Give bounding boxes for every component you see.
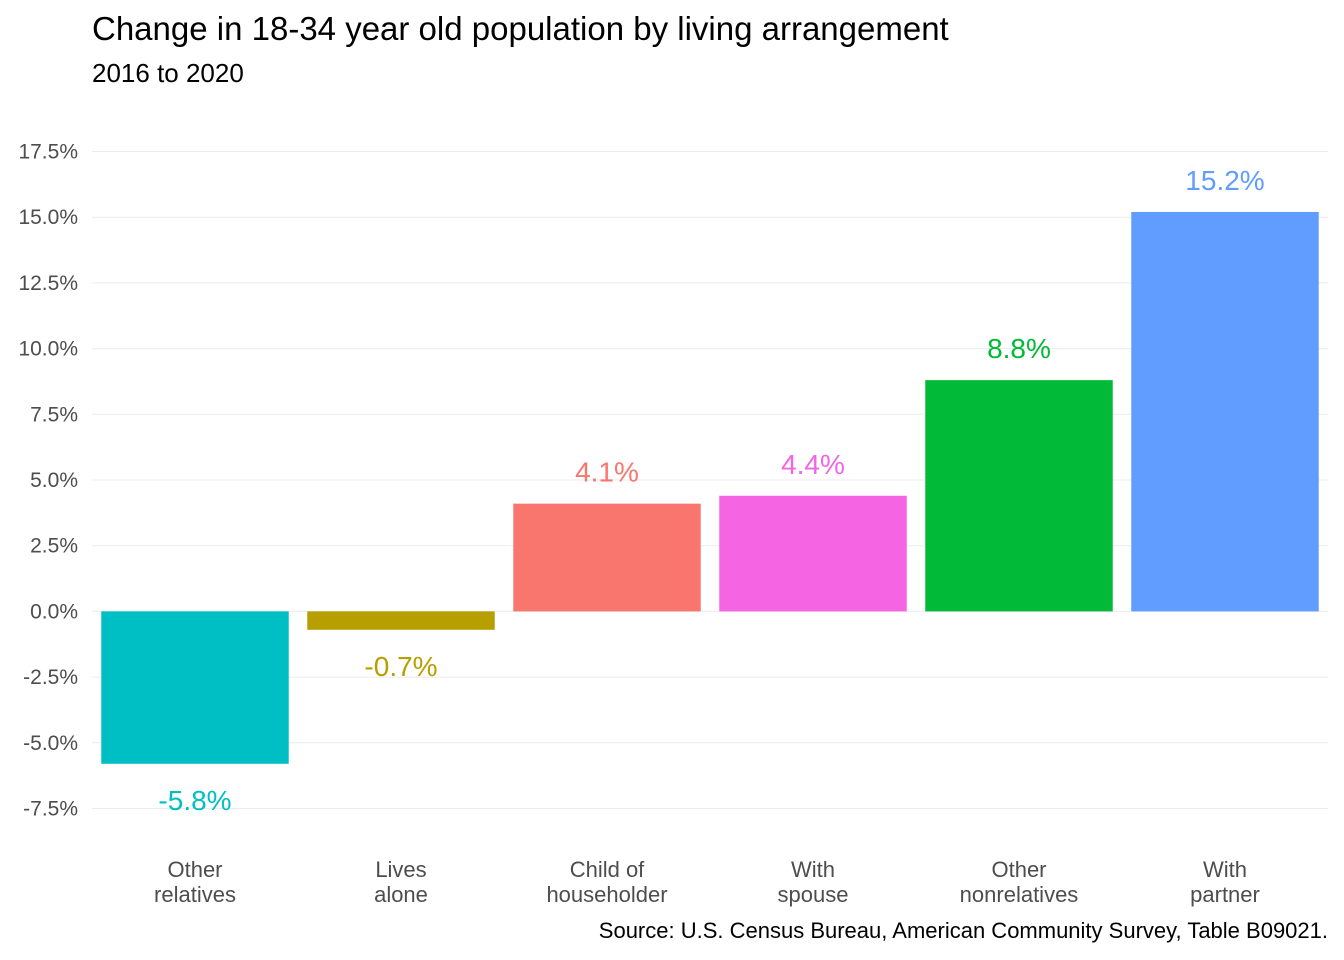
- chart-caption: Source: U.S. Census Bureau, American Com…: [598, 918, 1328, 943]
- y-tick-label: 12.5%: [18, 272, 78, 295]
- x-category-label: Other relatives: [154, 857, 236, 907]
- bar: [307, 611, 495, 630]
- x-category-label-line: relatives: [154, 882, 236, 907]
- bar-value-label: 8.8%: [987, 333, 1051, 364]
- y-tick-label: 5.0%: [30, 469, 78, 492]
- x-category-label: Other nonrelatives: [960, 857, 1079, 907]
- bar: [719, 495, 907, 612]
- chart-title: Change in 18-34 year old population by l…: [92, 10, 949, 47]
- y-tick-label: 7.5%: [30, 403, 78, 426]
- bar: [101, 611, 289, 764]
- x-category-label-line: nonrelatives: [960, 882, 1079, 907]
- x-category-label: Lives alone: [374, 857, 428, 907]
- y-tick-label: -2.5%: [23, 666, 78, 689]
- bar-value-label: 4.4%: [781, 449, 845, 480]
- y-tick-label: 10.0%: [18, 338, 78, 361]
- x-category-label-line: spouse: [778, 882, 849, 907]
- x-category-label-line: Child of: [570, 857, 645, 882]
- y-tick-label: -5.0%: [23, 732, 78, 755]
- chart-subtitle: 2016 to 2020: [92, 58, 244, 88]
- bars: [101, 211, 1319, 764]
- x-category-label-line: With: [791, 857, 835, 882]
- x-category-label-line: householder: [546, 882, 667, 907]
- bar: [1131, 211, 1319, 612]
- y-tick-label: 2.5%: [30, 535, 78, 558]
- x-category-label-line: Other: [167, 857, 222, 882]
- x-category-label: With partner: [1190, 857, 1260, 907]
- y-tick-label: -7.5%: [23, 797, 78, 820]
- x-category-label-line: partner: [1190, 882, 1260, 907]
- x-category-label-line: Lives: [375, 857, 426, 882]
- bar-value-label: -0.7%: [364, 651, 437, 682]
- bar-value-label: -5.8%: [158, 785, 231, 816]
- bar-value-label: 4.1%: [575, 457, 639, 488]
- y-axis-ticks: -7.5% -5.0% -2.5% 0.0% 2.5% 5.0% 7.5% 10.0% 12.5…: [18, 141, 78, 821]
- y-tick-label: 15.0%: [18, 206, 78, 229]
- y-tick-label: 17.5%: [18, 141, 78, 164]
- x-category-label: With spouse: [778, 857, 849, 907]
- x-category-label-line: Other: [991, 857, 1046, 882]
- bar: [513, 503, 701, 612]
- gridlines: [92, 151, 1328, 809]
- x-category-label-line: With: [1203, 857, 1247, 882]
- data-labels: -5.8% -0.7% 4.1% 4.4% 8.8% 15.2%: [158, 165, 1264, 816]
- bar: [925, 380, 1113, 612]
- y-tick-label: 0.0%: [30, 600, 78, 623]
- x-category-label-line: alone: [374, 882, 428, 907]
- x-category-label: Child of householder: [546, 857, 667, 907]
- bar-value-label: 15.2%: [1185, 165, 1264, 196]
